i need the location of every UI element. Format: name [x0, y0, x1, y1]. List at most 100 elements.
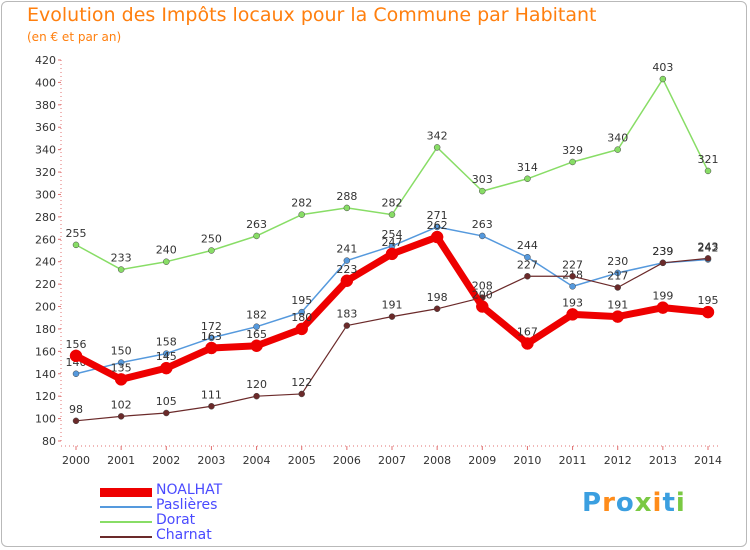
data-point-dorat [704, 167, 712, 175]
data-point-dorat [614, 146, 621, 153]
data-point-noalhat [340, 274, 354, 288]
data-point-noalhat [160, 361, 173, 375]
legend-swatch [100, 521, 152, 523]
data-label-noalhat: 145 [156, 350, 177, 363]
data-label-paslieres: 254 [382, 228, 403, 241]
data-label-dorat: 288 [336, 190, 357, 203]
legend-item: Charnat [100, 527, 300, 544]
y-tick-label: 300 [35, 188, 56, 201]
data-label-dorat: 250 [201, 233, 222, 246]
x-tick-label: 2011 [559, 454, 587, 467]
x-tick-label: 2004 [243, 454, 271, 467]
data-point-dorat [72, 241, 80, 249]
data-point-noalhat [295, 322, 308, 336]
data-point-dorat [433, 144, 441, 151]
data-label-charnat: 105 [156, 395, 177, 408]
data-label-charnat: 111 [201, 388, 222, 401]
y-tick-label: 180 [35, 323, 56, 336]
legend-label: Charnat [156, 527, 212, 543]
y-tick-label: 100 [35, 413, 56, 426]
data-label-charnat: 102 [111, 398, 132, 411]
y-tick-label: 320 [35, 166, 56, 179]
data-point-noalhat [701, 305, 715, 319]
data-point-paslieres [343, 257, 351, 264]
y-tick-label: 280 [35, 211, 56, 224]
data-point-charnat [659, 259, 667, 267]
data-point-paslieres [298, 308, 305, 316]
data-point-noalhat [611, 310, 624, 323]
y-tick-label: 400 [35, 76, 56, 89]
data-label-charnat: 183 [336, 308, 357, 321]
data-point-paslieres [72, 370, 80, 378]
data-label-charnat: 243 [698, 240, 719, 253]
data-label-charnat: 198 [427, 291, 448, 304]
data-label-paslieres: 239 [652, 245, 673, 258]
data-label-paslieres: 182 [246, 309, 267, 322]
x-tick-label: 2010 [513, 454, 541, 467]
data-point-dorat [388, 211, 396, 218]
data-label-paslieres: 158 [156, 336, 177, 349]
data-label-dorat: 263 [246, 218, 267, 231]
y-tick-label: 200 [35, 301, 56, 314]
data-point-paslieres [208, 334, 215, 342]
data-label-dorat: 255 [66, 227, 87, 240]
data-point-charnat [388, 313, 396, 320]
data-point-dorat [524, 175, 531, 183]
data-label-paslieres: 172 [201, 320, 222, 333]
y-tick-label: 220 [35, 278, 56, 291]
data-point-paslieres [433, 223, 441, 231]
legend-swatch [100, 506, 152, 508]
data-label-paslieres: 244 [517, 239, 538, 252]
data-label-dorat: 314 [517, 161, 538, 174]
data-label-charnat: 217 [607, 269, 628, 282]
y-tick-label: 420 [35, 54, 56, 67]
y-tick-label: 340 [35, 144, 56, 157]
data-point-paslieres [479, 232, 486, 240]
data-point-noalhat [250, 339, 263, 352]
y-tick-label: 160 [35, 345, 56, 358]
data-label-noalhat: 180 [291, 311, 312, 324]
data-label-dorat: 240 [156, 244, 177, 257]
data-point-noalhat [430, 230, 444, 244]
legend-swatch [100, 536, 152, 538]
data-label-charnat: 191 [382, 299, 403, 312]
data-label-paslieres: 241 [336, 243, 357, 256]
data-point-charnat [253, 392, 260, 400]
data-point-paslieres [163, 350, 170, 357]
data-point-paslieres [253, 323, 260, 330]
data-point-dorat [253, 232, 260, 240]
y-tick-label: 140 [35, 368, 56, 381]
data-label-noalhat: 247 [382, 236, 403, 249]
data-label-charnat: 227 [517, 258, 538, 271]
legend-item: Paslières [100, 497, 300, 514]
data-point-dorat [343, 204, 351, 212]
data-point-charnat [704, 255, 712, 262]
data-label-charnat: 98 [69, 403, 83, 416]
data-point-paslieres [117, 359, 125, 366]
y-tick-label: 240 [35, 256, 56, 269]
chart-title: Evolution des Impôts locaux pour la Comm… [27, 4, 597, 26]
data-label-charnat: 120 [246, 378, 267, 391]
data-point-dorat [163, 258, 170, 265]
x-tick-label: 2001 [107, 454, 135, 467]
data-point-paslieres [614, 269, 621, 277]
data-label-dorat: 321 [698, 153, 719, 166]
data-label-dorat: 282 [291, 197, 312, 210]
data-label-paslieres: 150 [111, 345, 132, 358]
x-tick-label: 2013 [649, 454, 677, 467]
x-tick-label: 2005 [288, 454, 316, 467]
y-tick-label: 80 [42, 435, 56, 448]
data-label-noalhat: 156 [66, 338, 87, 351]
x-tick-label: 2008 [423, 454, 451, 467]
data-point-charnat [524, 273, 531, 280]
data-point-charnat [343, 322, 351, 329]
legend-item: Dorat [100, 512, 300, 529]
data-point-noalhat [385, 247, 399, 261]
data-point-noalhat [114, 373, 128, 386]
x-tick-label: 2000 [62, 454, 90, 467]
data-label-noalhat: 199 [652, 290, 673, 303]
x-tick-label: 2002 [152, 454, 180, 467]
data-label-paslieres: 242 [698, 241, 719, 254]
